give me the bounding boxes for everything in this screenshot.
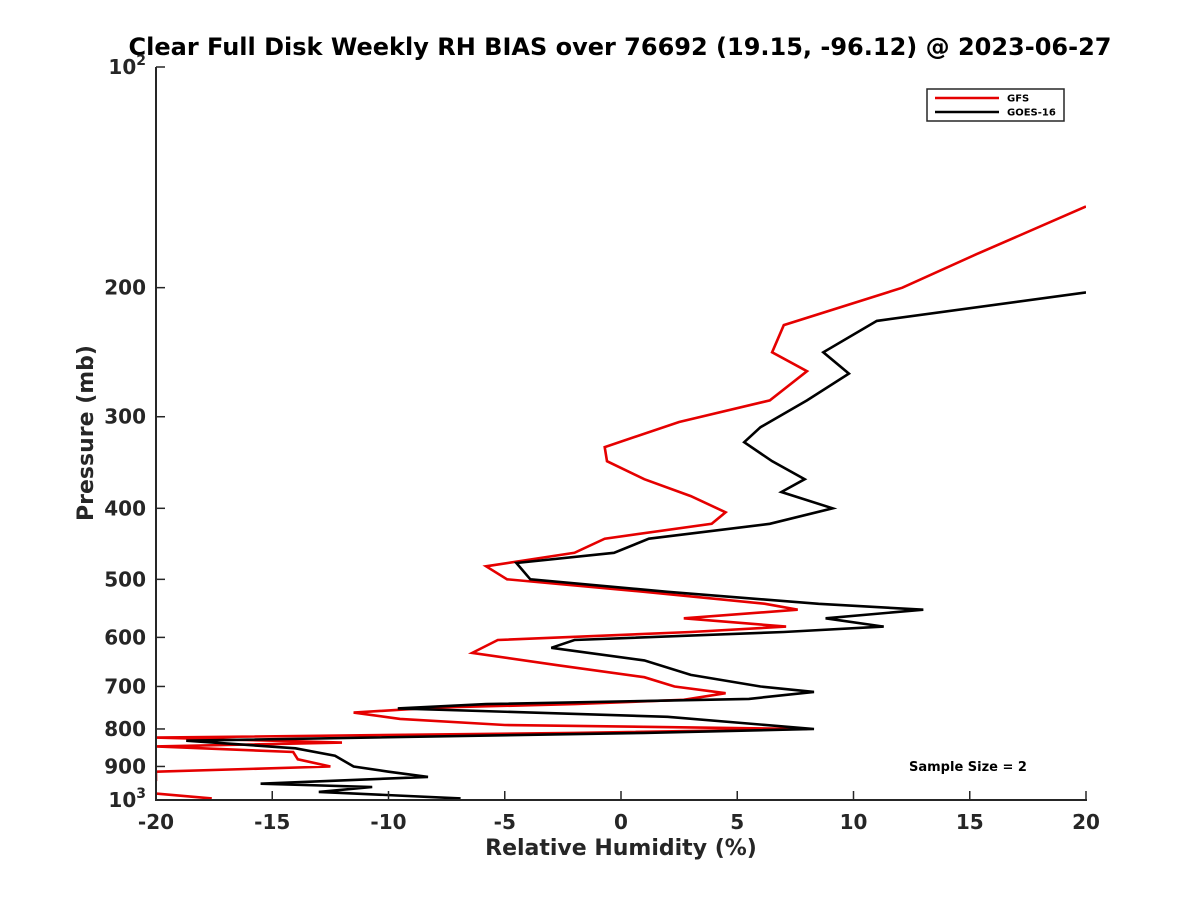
x-tick-label: -10 (370, 810, 406, 834)
x-tick-label: -5 (494, 810, 516, 834)
x-tick-label: 5 (730, 810, 744, 834)
axes-layer: -20 -15 -10 -5 0 5 10 15 20 102 200 300 400 500 600 700… (104, 53, 1100, 834)
x-tick-label: 0 (614, 810, 628, 834)
x-tick-label: -20 (138, 810, 174, 834)
x-axis-label: Relative Humidity (%) (485, 836, 757, 861)
series-line-gfs (156, 205, 1086, 800)
y-axis-label: Pressure (mb) (74, 345, 99, 521)
series-layer (156, 205, 1086, 800)
y-tick-label: 800 (104, 717, 146, 741)
x-tick-label: 20 (1072, 810, 1100, 834)
legend-box (926, 88, 1065, 122)
y-tick-label: 600 (104, 625, 146, 649)
y-tick-label: 700 (104, 674, 146, 698)
y-tick-label: 300 (104, 405, 146, 429)
y-tick-label: 103 (108, 786, 146, 812)
sample-size-annotation: Sample Size = 2 (909, 760, 1027, 775)
x-tick-label: -15 (254, 810, 290, 834)
y-tick-label: 900 (104, 754, 146, 778)
y-tick-label: 200 (104, 276, 146, 300)
series-line-goes-16 (186, 291, 1086, 800)
chart-title: Clear Full Disk Weekly RH BIAS over 7669… (129, 33, 1112, 61)
legend-entry: GFS (1007, 94, 1029, 105)
y-tick-label: 400 (104, 496, 146, 520)
y-tick-label: 102 (108, 53, 146, 79)
legend-entry: GOES-16 (1007, 108, 1056, 119)
x-tick-label: 10 (840, 810, 868, 834)
x-tick-label: 15 (956, 810, 984, 834)
y-tick-label: 500 (104, 567, 146, 591)
legend: GFS GOES-16 (926, 88, 1065, 122)
